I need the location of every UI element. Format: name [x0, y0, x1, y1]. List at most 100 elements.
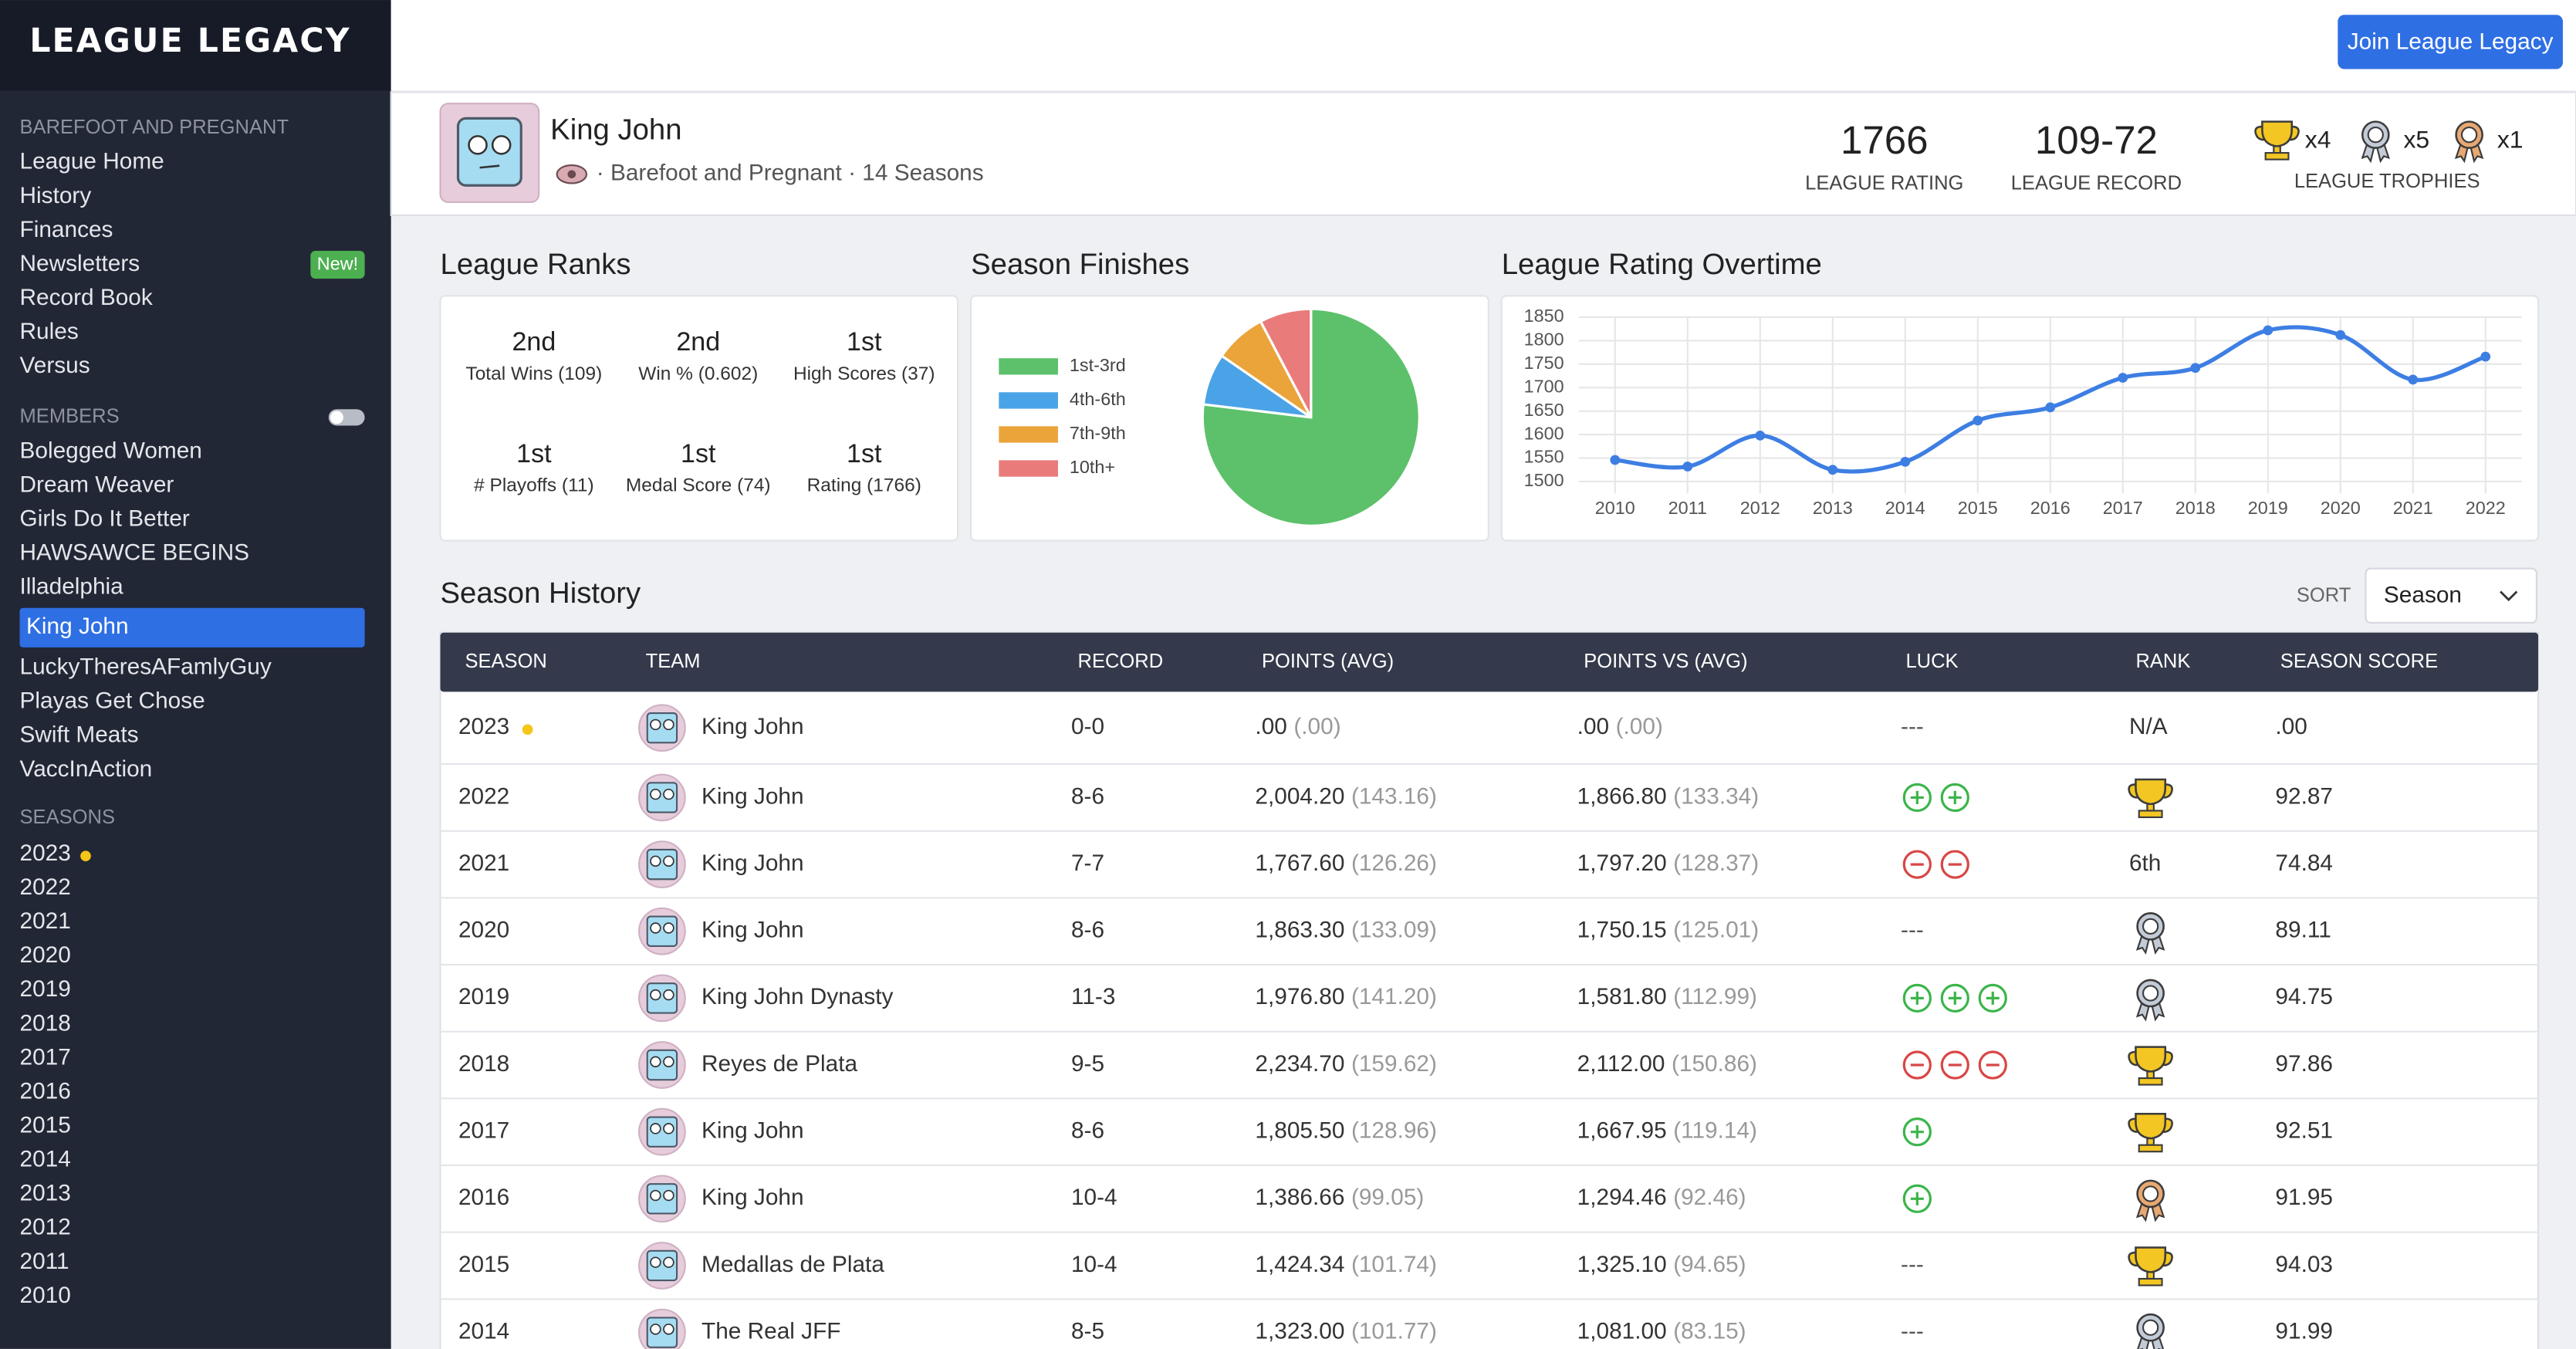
toggle-knob	[330, 411, 343, 424]
score-cell: 74.84	[2275, 850, 2333, 876]
season-link[interactable]: 2018	[20, 1010, 71, 1036]
nav-link[interactable]: Finances	[20, 217, 113, 242]
season-link[interactable]: 2016	[20, 1078, 71, 1104]
luck-sign	[1910, 991, 1924, 1005]
team-avatar-glasses	[650, 1056, 661, 1068]
join-button[interactable]	[2338, 15, 2563, 69]
medal-inner	[2142, 1185, 2159, 1202]
member-link[interactable]: Swift Meats	[20, 722, 139, 748]
member-link[interactable]: HAWSAWCE BEGINS	[20, 540, 249, 566]
points-cell: 1,424.34	[1255, 1252, 1344, 1277]
column-header: TEAM	[646, 651, 701, 672]
x-tick-label: 2013	[1813, 498, 1853, 518]
rating-point	[2335, 330, 2346, 340]
points-vs-cell: 1,866.80	[1577, 783, 1667, 809]
luck-icon	[1940, 1050, 1969, 1080]
season-link[interactable]: 2023	[20, 840, 71, 866]
season-link[interactable]: 2021	[20, 908, 71, 934]
points-cell: 1,323.00	[1255, 1318, 1344, 1344]
member-link[interactable]: Playas Get Chose	[20, 688, 205, 714]
pie-slice	[1259, 307, 1313, 418]
luck-icon	[1902, 783, 1932, 813]
season-cell: 2021	[458, 850, 509, 876]
nav-link[interactable]: Record Book	[20, 285, 153, 310]
season-link[interactable]: 2017	[20, 1044, 71, 1070]
chevron	[2500, 590, 2518, 602]
team-cell: King John	[701, 918, 804, 943]
member-link[interactable]: King John	[26, 614, 129, 639]
season-cell: 2014	[458, 1318, 509, 1344]
y-tick-label: 1800	[1524, 330, 1564, 350]
season-link[interactable]: 2019	[20, 976, 71, 1002]
luck-cell: ---	[1901, 714, 1924, 739]
x-tick-label: 2014	[1885, 498, 1925, 518]
rank-value: 2nd	[512, 327, 556, 357]
season-link[interactable]: 2015	[20, 1113, 71, 1138]
nav-link[interactable]: History	[20, 183, 92, 208]
profile-band	[390, 91, 2576, 217]
rating-point	[1610, 455, 1621, 465]
x-tick-label: 2010	[1595, 498, 1635, 518]
luck-cell: ---	[1901, 918, 1924, 943]
season-cell: 2022	[458, 783, 509, 809]
section-heading: BAREFOOT AND PREGNANT	[20, 117, 289, 138]
points-cell: 1,767.60	[1255, 850, 1344, 876]
pie-slice	[1201, 307, 1421, 527]
points-vs-avg: (125.01)	[1673, 918, 1759, 943]
rank-value: 2nd	[676, 327, 720, 357]
rating-point	[2190, 363, 2201, 374]
medal-inner	[2367, 127, 2384, 144]
sort-select[interactable]	[2365, 567, 2537, 624]
season-link[interactable]: 2011	[20, 1249, 69, 1274]
points-vs-cell: 1,667.95	[1577, 1118, 1667, 1144]
season-link[interactable]: 2020	[20, 942, 71, 968]
points-cell: 1,976.80	[1255, 984, 1344, 1009]
current-dot	[522, 724, 533, 735]
season-link[interactable]: 2022	[20, 874, 71, 900]
member-link[interactable]: Illadelphia	[20, 574, 124, 600]
score-cell: .00	[2275, 714, 2307, 739]
member-link[interactable]: LuckyTheresAFamlyGuy	[20, 654, 272, 680]
points-vs-avg: (112.99)	[1673, 984, 1757, 1009]
sort-value[interactable]: Season	[2384, 583, 2462, 608]
team-avatar-glasses	[650, 1123, 661, 1134]
legend-label: 7th-9th	[1070, 423, 1126, 443]
rank-label: Win % (0.602)	[638, 363, 758, 384]
rating-point	[2408, 374, 2419, 385]
member-link[interactable]: Dream Weaver	[20, 472, 174, 497]
column-header: RANK	[2135, 651, 2190, 672]
x-tick-label: 2016	[2030, 498, 2071, 518]
record-cell: 10-4	[1071, 1185, 1117, 1210]
y-tick-label: 1550	[1524, 447, 1564, 467]
team-avatar-glasses	[663, 1056, 674, 1068]
rating-point	[1827, 465, 1838, 475]
points-vs-avg: (128.37)	[1673, 850, 1759, 876]
nav-link[interactable]: Rules	[20, 319, 79, 344]
trophy-count: x1	[2497, 126, 2524, 154]
join-button-text[interactable]: Join League Legacy	[2348, 29, 2554, 54]
x-tick-label: 2012	[1740, 498, 1780, 518]
season-cell: 2020	[458, 918, 509, 943]
nav-link[interactable]: Versus	[20, 353, 90, 378]
points-vs-avg: (92.46)	[1673, 1185, 1746, 1210]
member-link[interactable]: Bolegged Women	[20, 438, 202, 463]
rank-value: 1st	[516, 439, 552, 468]
team-avatar-glasses	[650, 1324, 661, 1335]
luck-icon	[1902, 1184, 1932, 1213]
nav-link[interactable]: League Home	[20, 149, 164, 174]
medal-inner	[2142, 1319, 2159, 1336]
season-link[interactable]: 2013	[20, 1181, 71, 1206]
season-link[interactable]: 2014	[20, 1147, 71, 1172]
member-link[interactable]: VaccInAction	[20, 756, 153, 782]
season-link[interactable]: 2010	[20, 1283, 71, 1308]
medal-inner	[2142, 918, 2159, 935]
member-link[interactable]: Girls Do It Better	[20, 506, 190, 532]
nav-link[interactable]: Newsletters	[20, 251, 140, 276]
rating-point	[2045, 402, 2056, 413]
medal-ribbon	[2361, 142, 2390, 164]
record-cell: 7-7	[1071, 850, 1104, 876]
team-cell: The Real JFF	[701, 1318, 840, 1344]
avatar-mouth	[479, 164, 500, 169]
season-link[interactable]: 2012	[20, 1215, 71, 1240]
trophy-stem	[2146, 1070, 2155, 1080]
